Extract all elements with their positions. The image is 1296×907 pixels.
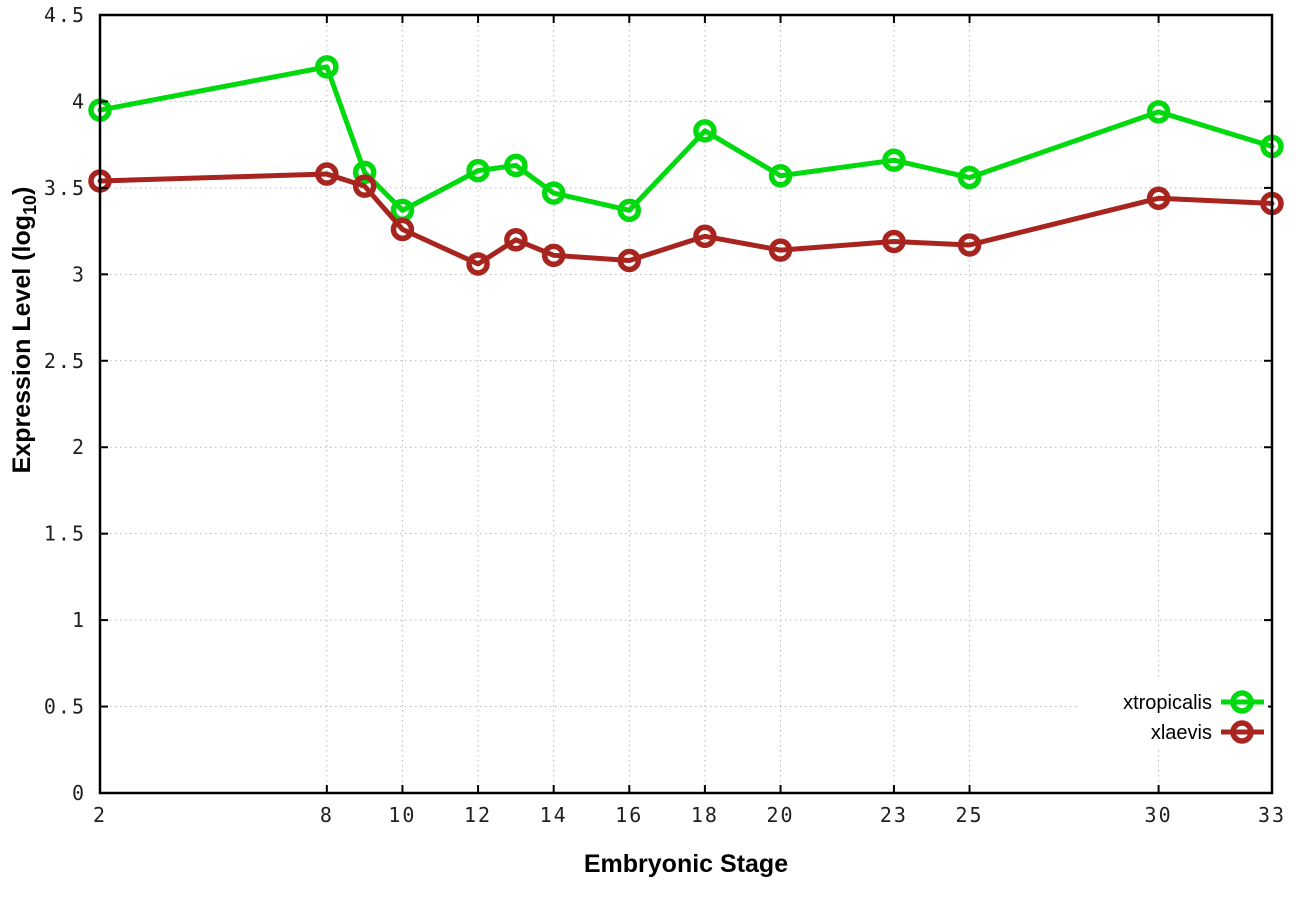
- x-tick-label: 33: [1258, 803, 1286, 827]
- data-point-xlaevis: [1146, 186, 1171, 211]
- legend: xtropicalis xlaevis: [1078, 680, 1268, 750]
- legend-marker-xtropicalis: [1230, 690, 1254, 714]
- x-tick-label: 2: [93, 803, 107, 827]
- data-point-xtropicalis: [617, 198, 642, 223]
- x-tick-label: 25: [956, 803, 984, 827]
- x-tick-label: 14: [540, 803, 568, 827]
- y-tick-label: 4: [72, 89, 86, 113]
- data-point-xlaevis: [957, 233, 982, 257]
- tick-labels: 2 8 10 12 14 16 18 20 23 25 30 33 0 0.5 1 1.5 2 2.5 3 3.5 4 4…: [44, 3, 1286, 827]
- data-point-xtropicalis: [352, 160, 377, 185]
- y-tick-label: 4.5: [44, 3, 86, 27]
- y-tick-label: 2: [72, 435, 86, 459]
- data-point-xtropicalis: [768, 164, 793, 188]
- data-point-xlaevis: [466, 252, 490, 276]
- y-tick-label: 0: [72, 781, 86, 805]
- y-tick-label: 0.5: [44, 695, 86, 719]
- y-tick-label: 3.5: [44, 176, 86, 200]
- data-point-xtropicalis: [957, 165, 982, 190]
- data-point-xtropicalis: [504, 153, 528, 178]
- legend-label-xtropicalis: xtropicalis: [1123, 692, 1212, 714]
- x-tick-label: 30: [1145, 803, 1173, 827]
- legend-label-xlaevis: xlaevis: [1151, 722, 1212, 744]
- y-tick-label: 1.5: [44, 522, 86, 546]
- x-tick-label: 18: [691, 803, 719, 827]
- data-point-xlaevis: [352, 174, 377, 198]
- data-point-xlaevis: [882, 229, 906, 254]
- y-tick-label: 1: [72, 608, 86, 632]
- y-tick-label: 2.5: [44, 349, 86, 373]
- data-point-xtropicalis: [693, 119, 717, 143]
- legend-marker-xlaevis: [1230, 720, 1254, 744]
- x-tick-label: 20: [766, 803, 794, 827]
- data-point-xlaevis: [315, 162, 339, 186]
- y-tick-label: 3: [72, 262, 86, 286]
- data-point-xlaevis: [504, 228, 528, 252]
- data-point-xlaevis: [617, 248, 642, 273]
- data-point-xtropicalis: [541, 181, 566, 205]
- x-axis-title: Embryonic Stage: [584, 850, 788, 878]
- data-point-xlaevis: [541, 243, 566, 268]
- data-point-xtropicalis: [315, 55, 339, 79]
- y-axis-title: Expression Level (log10): [8, 187, 40, 474]
- x-tick-label: 23: [880, 803, 908, 827]
- x-tick-label: 8: [320, 803, 334, 827]
- x-tick-label: 10: [388, 803, 416, 827]
- data-point-xtropicalis: [882, 148, 906, 172]
- data-point-xtropicalis: [466, 158, 490, 183]
- plot-border: [98, 13, 1274, 795]
- data-point-xtropicalis: [1146, 100, 1171, 124]
- plot-frame: [98, 13, 1274, 795]
- x-tick-label: 16: [615, 803, 643, 827]
- series-lines: [88, 55, 1284, 276]
- data-point-xlaevis: [768, 238, 793, 262]
- series-line-xtropicalis: [97, 64, 1275, 213]
- data-point-xlaevis: [390, 217, 415, 242]
- x-tick-label: 12: [464, 803, 492, 827]
- data-point-xlaevis: [693, 224, 717, 249]
